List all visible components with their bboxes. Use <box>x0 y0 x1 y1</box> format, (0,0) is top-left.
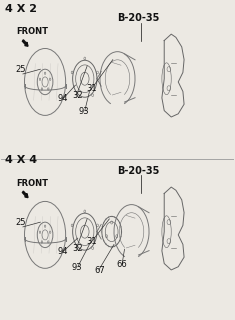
Text: 32: 32 <box>72 91 82 100</box>
Text: 4 X 4: 4 X 4 <box>5 155 38 165</box>
Text: 25: 25 <box>16 65 26 74</box>
Text: 66: 66 <box>116 260 127 269</box>
Text: 32: 32 <box>72 244 82 253</box>
Text: FRONT: FRONT <box>16 27 48 36</box>
Text: B-20-35: B-20-35 <box>118 166 160 176</box>
Text: 31: 31 <box>86 84 97 93</box>
Text: B-20-35: B-20-35 <box>118 13 160 23</box>
Text: 93: 93 <box>72 263 82 272</box>
Text: 4 X 2: 4 X 2 <box>5 4 37 14</box>
Text: 94: 94 <box>58 247 68 256</box>
FancyArrow shape <box>23 191 28 197</box>
Text: 93: 93 <box>79 107 90 116</box>
Text: 94: 94 <box>58 94 68 103</box>
Text: FRONT: FRONT <box>16 179 48 188</box>
Text: 25: 25 <box>16 218 26 227</box>
Text: 67: 67 <box>94 266 105 275</box>
Text: 31: 31 <box>86 237 97 246</box>
FancyArrow shape <box>23 40 28 46</box>
